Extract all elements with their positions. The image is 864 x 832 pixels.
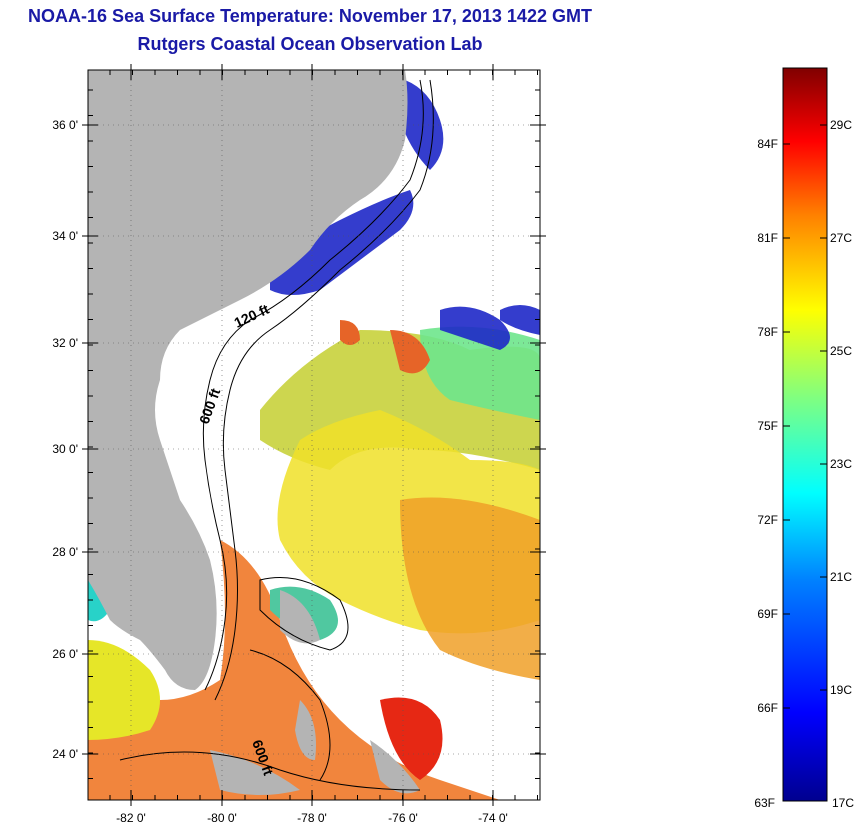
- cb-label-72f: 72F: [757, 513, 778, 527]
- cb-label-17c: 17C: [832, 796, 854, 810]
- lon-label-76: -76 0': [388, 811, 418, 825]
- lat-label-28: 28 0': [52, 545, 78, 559]
- cb-label-25c: 25C: [830, 344, 852, 358]
- cb-label-29c: 29C: [830, 118, 852, 132]
- lat-label-24: 24 0': [52, 747, 78, 761]
- colorbar-ticks: [783, 124, 827, 709]
- lon-label-74: -74 0': [478, 811, 508, 825]
- axis-ticks: [82, 64, 546, 806]
- lon-label-82: -82 0': [116, 811, 146, 825]
- lat-label-32: 32 0': [52, 336, 78, 350]
- cb-label-75f: 75F: [757, 419, 778, 433]
- bathymetry-contours: [119, 79, 434, 791]
- colorbar: 84F 81F 78F 75F 72F 69F 66F 63F 29C 27C …: [754, 67, 854, 810]
- latitude-labels: 36 0' 34 0' 32 0' 30 0' 28 0' 26 0' 24 0…: [52, 118, 78, 761]
- cb-label-69f: 69F: [757, 607, 778, 621]
- cb-label-21c: 21C: [830, 570, 852, 584]
- grid-lines: [88, 70, 540, 800]
- cb-label-84f: 84F: [757, 137, 778, 151]
- map-subtitle: Rutgers Coastal Ocean Observation Lab: [137, 34, 483, 54]
- lat-label-26: 26 0': [52, 647, 78, 661]
- lat-label-30: 30 0': [52, 442, 78, 456]
- colorbar-gradient: [782, 67, 828, 802]
- sst-data-layer: [88, 80, 540, 800]
- cb-label-66f: 66F: [757, 701, 778, 715]
- cb-label-63f: 63F: [754, 796, 775, 810]
- cb-label-23c: 23C: [830, 457, 852, 471]
- cb-label-78f: 78F: [757, 325, 778, 339]
- cb-label-27c: 27C: [830, 231, 852, 245]
- lat-label-34: 34 0': [52, 229, 78, 243]
- map-panel: 120 ft 600 ft 600 ft: [88, 70, 540, 800]
- map-title: NOAA-16 Sea Surface Temperature: Novembe…: [28, 6, 592, 26]
- cb-label-19c: 19C: [830, 683, 852, 697]
- map-frame: [87, 69, 541, 801]
- cb-label-81f: 81F: [757, 231, 778, 245]
- lat-label-36: 36 0': [52, 118, 78, 132]
- lon-label-80: -80 0': [207, 811, 237, 825]
- lon-label-78: -78 0': [297, 811, 327, 825]
- land-layer: [88, 70, 420, 795]
- longitude-labels: -82 0' -80 0' -78 0' -76 0' -74 0': [116, 811, 508, 825]
